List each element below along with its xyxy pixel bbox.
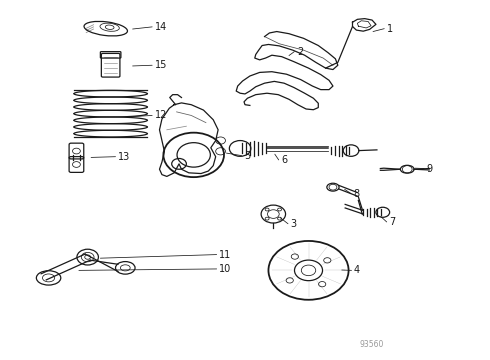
Text: 8: 8 xyxy=(353,189,360,199)
Text: 14: 14 xyxy=(155,22,167,32)
Text: 10: 10 xyxy=(219,264,231,274)
Text: 3: 3 xyxy=(291,219,296,229)
Text: 12: 12 xyxy=(155,111,167,121)
Text: 2: 2 xyxy=(297,46,303,57)
Text: 1: 1 xyxy=(387,24,393,34)
Text: 4: 4 xyxy=(354,265,360,275)
Text: 93560: 93560 xyxy=(360,341,384,350)
Text: 13: 13 xyxy=(118,152,130,162)
Text: 11: 11 xyxy=(219,249,231,260)
Text: 6: 6 xyxy=(281,155,287,165)
Text: 5: 5 xyxy=(244,150,250,161)
Text: 9: 9 xyxy=(427,163,433,174)
Text: 7: 7 xyxy=(389,217,395,227)
Text: 15: 15 xyxy=(155,60,167,70)
